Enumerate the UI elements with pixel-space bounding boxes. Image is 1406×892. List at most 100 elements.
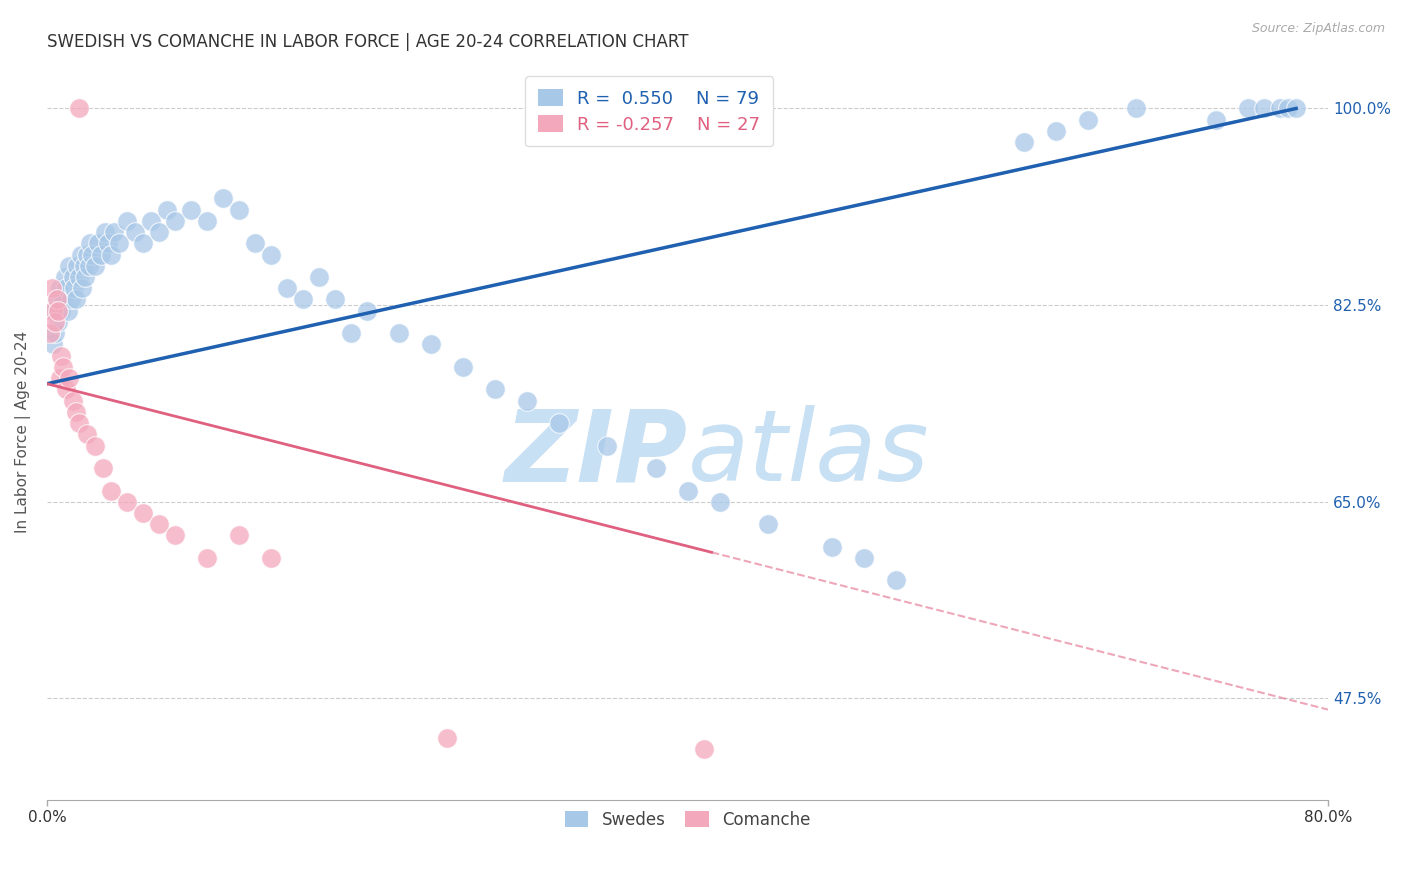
- Point: [70, 281, 93, 295]
- Point: [756, 517, 779, 532]
- Point: [124, 225, 146, 239]
- Point: [100, 483, 122, 498]
- Point: [84, 439, 107, 453]
- Point: [148, 225, 170, 239]
- Point: [1077, 112, 1099, 127]
- Point: [148, 517, 170, 532]
- Point: [53, 270, 76, 285]
- Point: [76, 427, 98, 442]
- Point: [436, 731, 458, 745]
- Text: ZIP: ZIP: [505, 405, 688, 502]
- Point: [260, 550, 283, 565]
- Text: atlas: atlas: [688, 405, 929, 502]
- Point: [44, 315, 66, 329]
- Point: [1045, 124, 1067, 138]
- Point: [115, 494, 138, 508]
- Point: [45, 293, 67, 307]
- Point: [80, 247, 103, 261]
- Point: [453, 359, 475, 374]
- Point: [69, 247, 91, 261]
- Point: [165, 214, 187, 228]
- Point: [1277, 102, 1299, 116]
- Point: [63, 281, 86, 295]
- Point: [52, 293, 75, 307]
- Point: [115, 214, 138, 228]
- Point: [65, 293, 87, 307]
- Point: [42, 303, 65, 318]
- Point: [49, 281, 72, 295]
- Point: [548, 416, 571, 430]
- Point: [79, 236, 101, 251]
- Point: [139, 214, 162, 228]
- Point: [44, 326, 66, 341]
- Point: [596, 439, 619, 453]
- Point: [100, 247, 122, 261]
- Point: [1125, 102, 1147, 116]
- Y-axis label: In Labor Force | Age 20-24: In Labor Force | Age 20-24: [15, 330, 31, 533]
- Point: [243, 236, 266, 251]
- Point: [1237, 102, 1260, 116]
- Point: [103, 225, 125, 239]
- Point: [340, 326, 363, 341]
- Point: [1253, 102, 1275, 116]
- Text: SWEDISH VS COMANCHE IN LABOR FORCE | AGE 20-24 CORRELATION CHART: SWEDISH VS COMANCHE IN LABOR FORCE | AGE…: [46, 33, 689, 51]
- Point: [55, 281, 77, 295]
- Point: [62, 393, 84, 408]
- Point: [156, 202, 179, 217]
- Legend: Swedes, Comanche: Swedes, Comanche: [558, 804, 817, 835]
- Point: [516, 393, 538, 408]
- Point: [165, 528, 187, 542]
- Point: [709, 494, 731, 508]
- Point: [51, 303, 73, 318]
- Point: [1205, 112, 1227, 127]
- Point: [91, 461, 114, 475]
- Point: [41, 303, 63, 318]
- Point: [56, 303, 79, 318]
- Point: [67, 102, 90, 116]
- Point: [55, 383, 77, 397]
- Point: [420, 337, 443, 351]
- Point: [58, 371, 80, 385]
- Point: [292, 293, 315, 307]
- Point: [676, 483, 699, 498]
- Point: [260, 247, 283, 261]
- Point: [212, 191, 235, 205]
- Point: [87, 236, 110, 251]
- Point: [108, 236, 131, 251]
- Point: [1012, 135, 1035, 149]
- Point: [59, 293, 82, 307]
- Point: [228, 528, 250, 542]
- Point: [484, 383, 506, 397]
- Point: [67, 416, 90, 430]
- Point: [132, 236, 155, 251]
- Point: [323, 293, 346, 307]
- Point: [51, 349, 73, 363]
- Point: [276, 281, 298, 295]
- Point: [52, 359, 75, 374]
- Point: [132, 506, 155, 520]
- Point: [65, 405, 87, 419]
- Point: [76, 247, 98, 261]
- Point: [39, 326, 62, 341]
- Point: [42, 337, 65, 351]
- Point: [41, 281, 63, 295]
- Point: [180, 202, 202, 217]
- Point: [67, 270, 90, 285]
- Point: [228, 202, 250, 217]
- Point: [308, 270, 330, 285]
- Point: [62, 270, 84, 285]
- Point: [90, 247, 112, 261]
- Point: [852, 550, 875, 565]
- Point: [388, 326, 411, 341]
- Point: [45, 293, 67, 307]
- Point: [1268, 102, 1291, 116]
- Point: [97, 236, 120, 251]
- Point: [644, 461, 666, 475]
- Point: [195, 214, 218, 228]
- Text: Source: ZipAtlas.com: Source: ZipAtlas.com: [1251, 22, 1385, 36]
- Point: [75, 270, 97, 285]
- Point: [821, 540, 844, 554]
- Point: [1285, 102, 1308, 116]
- Point: [692, 742, 714, 756]
- Point: [58, 259, 80, 273]
